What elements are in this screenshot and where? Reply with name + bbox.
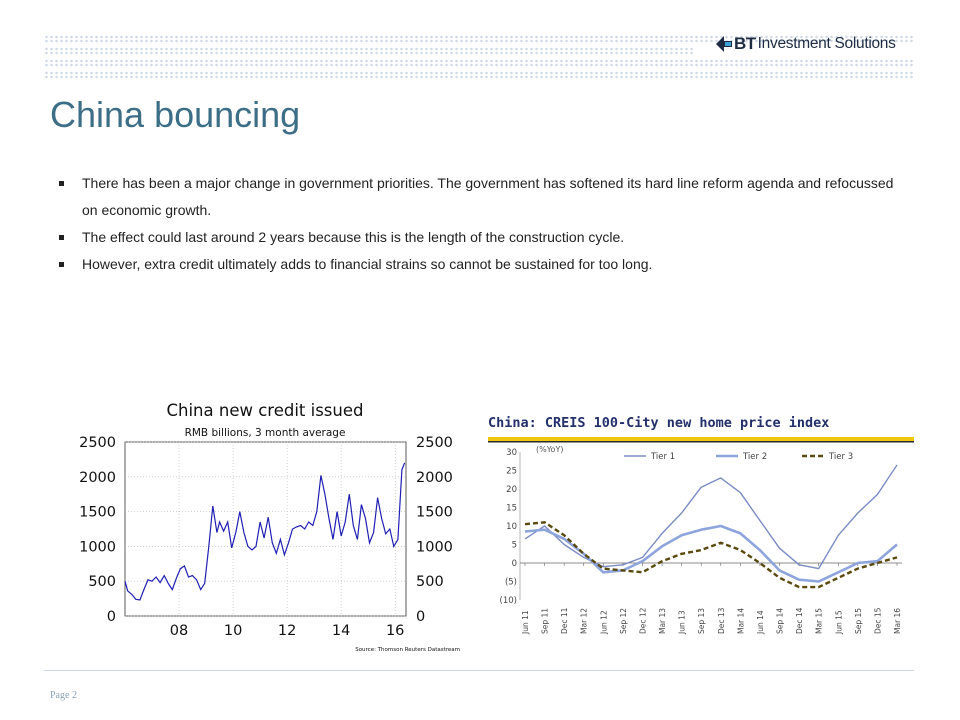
x-tick-label: Dec 14 [795, 607, 804, 634]
title-rule [488, 437, 914, 441]
legend-label: Tier 1 [650, 452, 675, 462]
x-tick-label: Mar 12 [580, 608, 589, 634]
y-tick-label: 2000 [416, 470, 453, 486]
x-tick-label: 10 [224, 623, 242, 639]
x-tick-label: Dec 11 [560, 607, 569, 634]
legend-label: Tier 3 [828, 452, 853, 462]
y-tick-label: 0 [512, 559, 517, 569]
x-tick-label: Jun 13 [678, 610, 687, 635]
y-tick-label: 1500 [416, 505, 453, 521]
page-number: Page 2 [50, 690, 77, 701]
plot-frame [124, 441, 407, 617]
y-tick-label: 10 [506, 522, 517, 532]
series-line [524, 524, 898, 583]
x-tick-label: Dec 12 [638, 607, 647, 634]
x-tick-label: Jun 15 [834, 610, 843, 635]
y-tick-label: (5) [505, 578, 517, 588]
x-tick-label: Jun 14 [756, 610, 765, 635]
y-tick-label: 0 [416, 609, 425, 625]
header-dot-band [44, 59, 914, 68]
footer-divider [44, 670, 914, 671]
x-tick-label: 08 [170, 623, 188, 639]
x-tick-label: 16 [386, 623, 404, 639]
x-tick-label: Mar 13 [658, 608, 667, 634]
y-tick-label: 30 [506, 448, 517, 458]
chart-subtitle: RMB billions, 3 month average [185, 427, 346, 439]
bullet-item: The effect could last around 2 years bec… [56, 224, 906, 251]
x-tick-label: Mar 14 [736, 608, 745, 634]
y-tick-label: 5 [512, 541, 517, 551]
y-tick-label: 0 [107, 609, 116, 625]
title-rule [488, 441, 914, 443]
legend-label: Tier 2 [742, 452, 767, 462]
x-tick-label: Mar 16 [893, 608, 902, 634]
x-tick-label: Jun 12 [599, 610, 608, 635]
home-price-chart: China: CREIS 100-City new home price ind… [484, 408, 922, 644]
header-dot-band [44, 47, 694, 56]
credit-chart-svg: China new credit issued RMB billions, 3 … [79, 401, 460, 653]
y-tick-label: 1500 [79, 505, 116, 521]
bt-arrow-icon [716, 36, 732, 52]
x-tick-label: Sep 12 [619, 608, 628, 634]
logo-text: Investment Solutions [757, 35, 896, 52]
y-tick-label: 20 [506, 485, 517, 495]
x-tick-label: 12 [278, 623, 296, 639]
y-tick-label: (10) [500, 596, 517, 606]
y-tick-label: 15 [506, 504, 517, 514]
header-dot-band [44, 71, 914, 80]
y-tick-label: 500 [88, 574, 116, 590]
x-tick-label: Mar 15 [815, 608, 824, 634]
y-tick-label: 2500 [79, 435, 116, 451]
chart-title: China: CREIS 100-City new home price ind… [488, 415, 829, 431]
bt-logo: BT Investment Solutions [716, 33, 896, 55]
x-tick-label: 14 [332, 623, 350, 639]
series-line [524, 464, 898, 570]
bullet-item: However, extra credit ultimately adds to… [56, 251, 906, 278]
slide-title: China bouncing [50, 94, 301, 135]
x-tick-label: Jun 11 [521, 610, 530, 635]
logo-bt: BT [734, 34, 756, 53]
y-tick-label: 1000 [79, 539, 116, 555]
y-tick-label: 500 [416, 574, 444, 590]
y-tick-label: 1000 [416, 539, 453, 555]
y-tick-label: 2500 [416, 435, 453, 451]
series-line [524, 521, 898, 589]
bullet-list: There has been a major change in governm… [56, 170, 906, 278]
credit-chart: China new credit issued RMB billions, 3 … [70, 396, 470, 658]
x-tick-label: Sep 14 [776, 608, 785, 634]
header-dot-band [44, 35, 914, 44]
y-axis-label: (%YoY) [536, 445, 563, 454]
home-price-chart-svg: China: CREIS 100-City new home price ind… [488, 415, 914, 635]
series-line [124, 462, 406, 601]
x-tick-label: Sep 13 [697, 608, 706, 634]
x-tick-label: Sep 15 [854, 608, 863, 634]
chart-source: Source: Thomson Reuters Datastream [355, 647, 460, 653]
x-tick-label: Sep 11 [541, 608, 550, 634]
y-tick-label: 2000 [79, 470, 116, 486]
x-tick-label: Dec 13 [717, 607, 726, 634]
x-tick-label: Dec 15 [873, 607, 882, 634]
bullet-item: There has been a major change in governm… [56, 170, 906, 224]
chart-title: China new credit issued [166, 401, 363, 420]
y-tick-label: 25 [506, 467, 517, 477]
